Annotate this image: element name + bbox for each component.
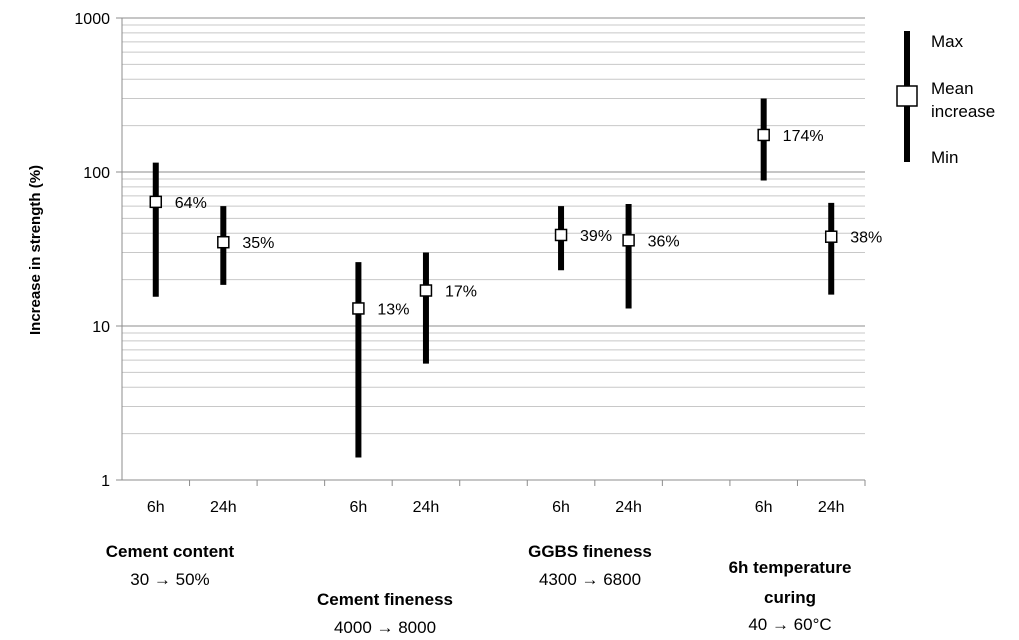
mean-markers bbox=[149, 128, 838, 315]
mean-marker bbox=[217, 235, 230, 249]
y-axis-label: Increase in strength (%) bbox=[27, 165, 44, 335]
group-title-ggbs-fineness: GGBS fineness bbox=[528, 542, 652, 561]
mean-marker bbox=[419, 284, 433, 297]
group-title-temperature-curing-line-1: 6h temperature bbox=[728, 558, 852, 577]
data-label: 39% bbox=[580, 228, 612, 245]
x-tick-labels: 6h 24h 6h 24h 6h 24h 6h 24h bbox=[147, 499, 845, 516]
x-tick-label: 24h bbox=[818, 499, 845, 516]
x-tick-label: 24h bbox=[210, 499, 237, 516]
x-tick-label: 6h bbox=[350, 499, 368, 516]
group-subtitle-ggbs-fineness: 4300 → 6800 bbox=[538, 570, 642, 589]
legend-mean-line-1: Mean bbox=[931, 79, 974, 98]
legend: Max Mean increase Min bbox=[896, 31, 995, 167]
data-label: 17% bbox=[445, 284, 477, 301]
mean-marker bbox=[622, 234, 635, 247]
y-tick-labels: 1 10 100 1000 bbox=[74, 11, 110, 490]
y-tick-label: 10 bbox=[92, 319, 110, 336]
legend-max-label: Max bbox=[931, 32, 964, 51]
mean-marker bbox=[554, 228, 568, 242]
legend-mean-line-2: increase bbox=[931, 102, 995, 121]
legend-min-label: Min bbox=[931, 148, 958, 167]
mean-marker bbox=[149, 195, 163, 209]
x-tick-label: 6h bbox=[755, 499, 773, 516]
mean-marker bbox=[352, 302, 365, 315]
group-subtitle-cement-fineness: 4000 → 8000 bbox=[333, 618, 437, 637]
mean-marker bbox=[757, 128, 770, 142]
group-title-temperature-curing-line-2: curing bbox=[764, 588, 816, 607]
x-tick-label: 24h bbox=[413, 499, 440, 516]
group-title-cement-fineness: Cement fineness bbox=[316, 590, 454, 609]
group-subtitle-cement-content: 30 → 50% bbox=[130, 570, 210, 589]
data-label: 64% bbox=[175, 195, 207, 212]
y-tick-label: 1 bbox=[101, 473, 110, 490]
data-label: 174% bbox=[783, 128, 824, 145]
legend-mean-label: Mean increase bbox=[931, 79, 995, 121]
data-labels: 64% 35% 13% 17% 39% 36% 174% 38% bbox=[175, 128, 882, 318]
range-bars bbox=[152, 98, 835, 458]
axes bbox=[116, 17, 866, 486]
data-label: 38% bbox=[850, 230, 882, 247]
x-tick-label: 6h bbox=[147, 499, 165, 516]
x-tick-label: 6h bbox=[552, 499, 570, 516]
data-label: 36% bbox=[648, 233, 680, 250]
group-title-cement-content: Cement content bbox=[105, 542, 235, 561]
group-subtitle-temperature-curing: 40 → 60°C bbox=[748, 615, 832, 634]
data-label: 13% bbox=[377, 301, 409, 318]
legend-mean-marker bbox=[896, 85, 918, 107]
y-tick-label: 100 bbox=[83, 165, 110, 182]
gridlines bbox=[122, 17, 865, 435]
mean-marker bbox=[824, 230, 838, 243]
data-label: 35% bbox=[242, 235, 274, 252]
x-tick-label: 24h bbox=[615, 499, 642, 516]
y-tick-label: 1000 bbox=[74, 11, 110, 28]
